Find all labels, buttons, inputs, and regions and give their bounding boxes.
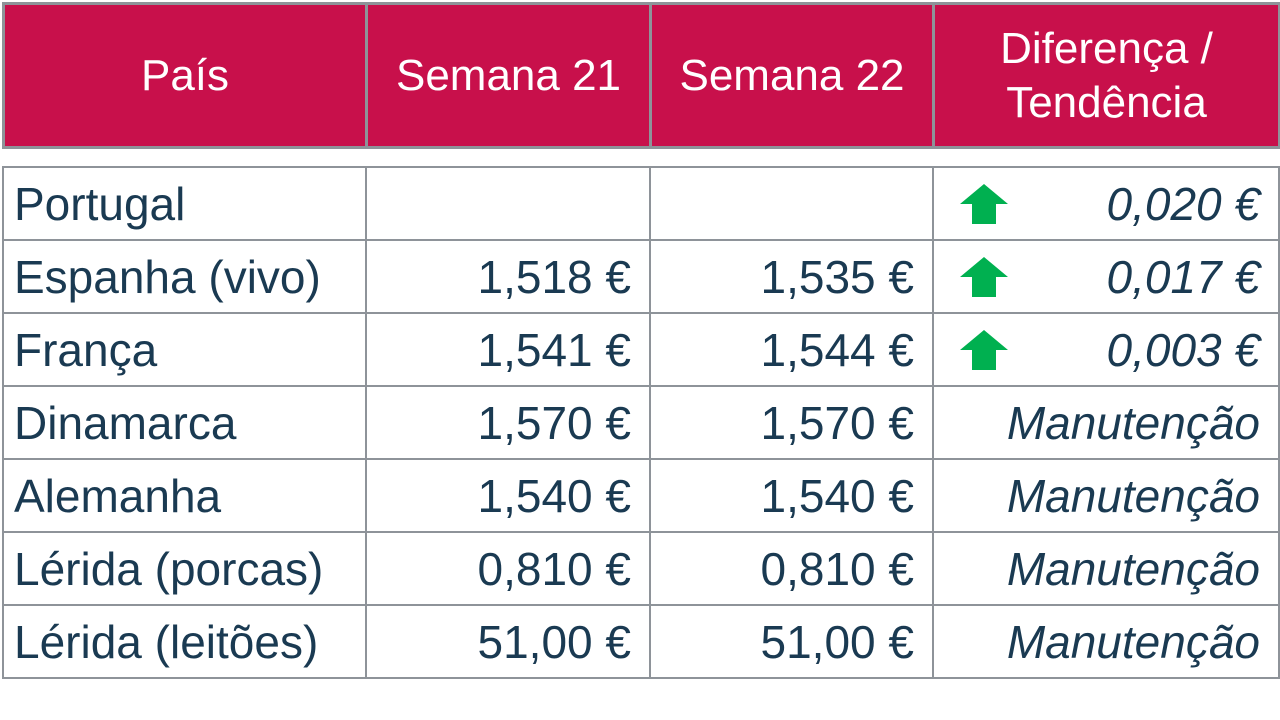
- difference-value: Manutenção: [1006, 542, 1260, 595]
- table-header: País Semana 21 Semana 22 Diferença / Ten…: [2, 2, 1280, 149]
- week-21-cell: 0,810 €: [365, 531, 651, 606]
- header-difference-trend: Diferença / Tendência: [932, 2, 1280, 149]
- header-week-21: Semana 21: [365, 2, 652, 149]
- arrow-up-icon: [960, 183, 1008, 224]
- difference-cell: Manutenção: [932, 385, 1280, 460]
- table-row: Espanha (vivo) 1,518 €1,535 € 0,017 €: [2, 239, 1280, 314]
- difference-value: Manutenção: [1006, 615, 1260, 668]
- week-22-cell: [649, 166, 934, 241]
- difference-value: 0,020 €: [1106, 177, 1260, 230]
- week-22-cell: 1,535 €: [649, 239, 934, 314]
- price-table: Portugal 0,020 € Espanha (vivo) 1,518 €1,53…: [2, 166, 1280, 679]
- week-21-cell: 1,570 €: [365, 385, 651, 460]
- difference-value: 0,003 €: [1106, 323, 1260, 376]
- country-cell: Portugal: [2, 166, 367, 241]
- week-22-cell: 1,570 €: [649, 385, 934, 460]
- country-cell: França: [2, 312, 367, 387]
- difference-value: Manutenção: [1006, 469, 1260, 522]
- difference-cell: Manutenção: [932, 458, 1280, 533]
- table-row: Alemanha 1,540 €1,540 € Manutenção: [2, 458, 1280, 533]
- difference-cell: Manutenção: [932, 531, 1280, 606]
- country-cell: Alemanha: [2, 458, 367, 533]
- table-row: Dinamarca 1,570 €1,570 € Manutenção: [2, 385, 1280, 460]
- header-row: País Semana 21 Semana 22 Diferença / Ten…: [2, 2, 1280, 149]
- country-cell: Lérida (porcas): [2, 531, 367, 606]
- week-22-cell: 51,00 €: [649, 604, 934, 679]
- week-22-cell: 1,544 €: [649, 312, 934, 387]
- header-difference-line1: Diferença /: [1000, 23, 1213, 73]
- week-22-cell: 0,810 €: [649, 531, 934, 606]
- week-21-cell: 51,00 €: [365, 604, 651, 679]
- week-21-cell: [365, 166, 651, 241]
- difference-cell: Manutenção: [932, 604, 1280, 679]
- difference-value: Manutenção: [1006, 396, 1260, 449]
- table-row: Lérida (leitões) 51,00 €51,00 € Manutenção: [2, 604, 1280, 679]
- week-21-cell: 1,541 €: [365, 312, 651, 387]
- difference-cell: 0,017 €: [932, 239, 1280, 314]
- arrow-up-icon: [960, 329, 1008, 370]
- difference-cell: 0,020 €: [932, 166, 1280, 241]
- week-22-cell: 1,540 €: [649, 458, 934, 533]
- country-cell: Espanha (vivo): [2, 239, 367, 314]
- header-difference-line2: Tendência: [1006, 77, 1207, 127]
- table-row: Portugal 0,020 €: [2, 166, 1280, 241]
- table-row: Lérida (porcas) 0,810 €0,810 € Manutenção: [2, 531, 1280, 606]
- country-cell: Lérida (leitões): [2, 604, 367, 679]
- table-row: França 1,541 €1,544 € 0,003 €: [2, 312, 1280, 387]
- country-cell: Dinamarca: [2, 385, 367, 460]
- difference-value: 0,017 €: [1106, 250, 1260, 303]
- price-table-body: Portugal 0,020 € Espanha (vivo) 1,518 €1,53…: [2, 166, 1280, 679]
- header-week-22: Semana 22: [649, 2, 935, 149]
- week-21-cell: 1,518 €: [365, 239, 651, 314]
- header-country: País: [2, 2, 368, 149]
- arrow-up-icon: [960, 256, 1008, 297]
- difference-cell: 0,003 €: [932, 312, 1280, 387]
- week-21-cell: 1,540 €: [365, 458, 651, 533]
